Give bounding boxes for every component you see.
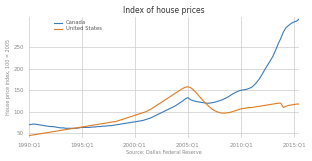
Line: United States: United States [29, 87, 300, 136]
Canada [186, 97, 190, 99]
United States [183, 86, 187, 88]
United States [268, 104, 272, 105]
Canada [274, 49, 277, 51]
Legend: Canada, United States: Canada, United States [53, 19, 103, 33]
United States [298, 103, 301, 105]
Y-axis label: House price index, 100 = 2005: House price index, 100 = 2005 [6, 39, 11, 115]
United States [276, 102, 280, 104]
Canada [281, 31, 285, 33]
United States [27, 135, 31, 137]
United States [281, 107, 285, 109]
Line: Canada: Canada [29, 19, 300, 128]
United States [101, 123, 105, 124]
Canada [268, 60, 272, 62]
United States [186, 86, 190, 88]
Title: Index of house prices: Index of house prices [123, 6, 205, 14]
Canada [64, 127, 68, 129]
X-axis label: Source: Dallas Federal Reserve: Source: Dallas Federal Reserve [126, 150, 202, 155]
Canada [298, 18, 301, 20]
Canada [104, 125, 108, 127]
Canada [276, 43, 280, 45]
Canada [27, 124, 31, 126]
United States [274, 103, 277, 105]
